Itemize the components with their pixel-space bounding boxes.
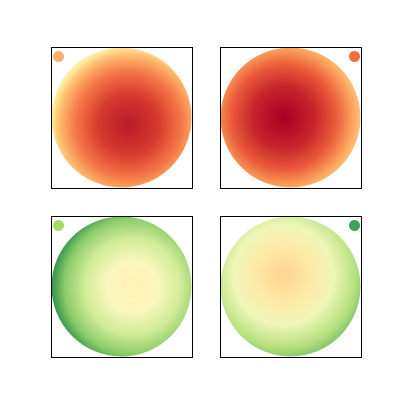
disk xyxy=(220,47,361,188)
panel-frame xyxy=(220,47,362,189)
disk xyxy=(51,216,192,357)
panel-frame xyxy=(51,216,193,358)
panel-frame xyxy=(51,47,193,189)
panel-frame xyxy=(220,216,362,358)
disk xyxy=(51,47,192,188)
marker-dot xyxy=(53,51,64,62)
panels xyxy=(51,47,362,358)
disk xyxy=(220,216,361,357)
marker-dot xyxy=(349,220,360,231)
marker-dot xyxy=(53,220,64,231)
marker-dot xyxy=(349,51,360,62)
